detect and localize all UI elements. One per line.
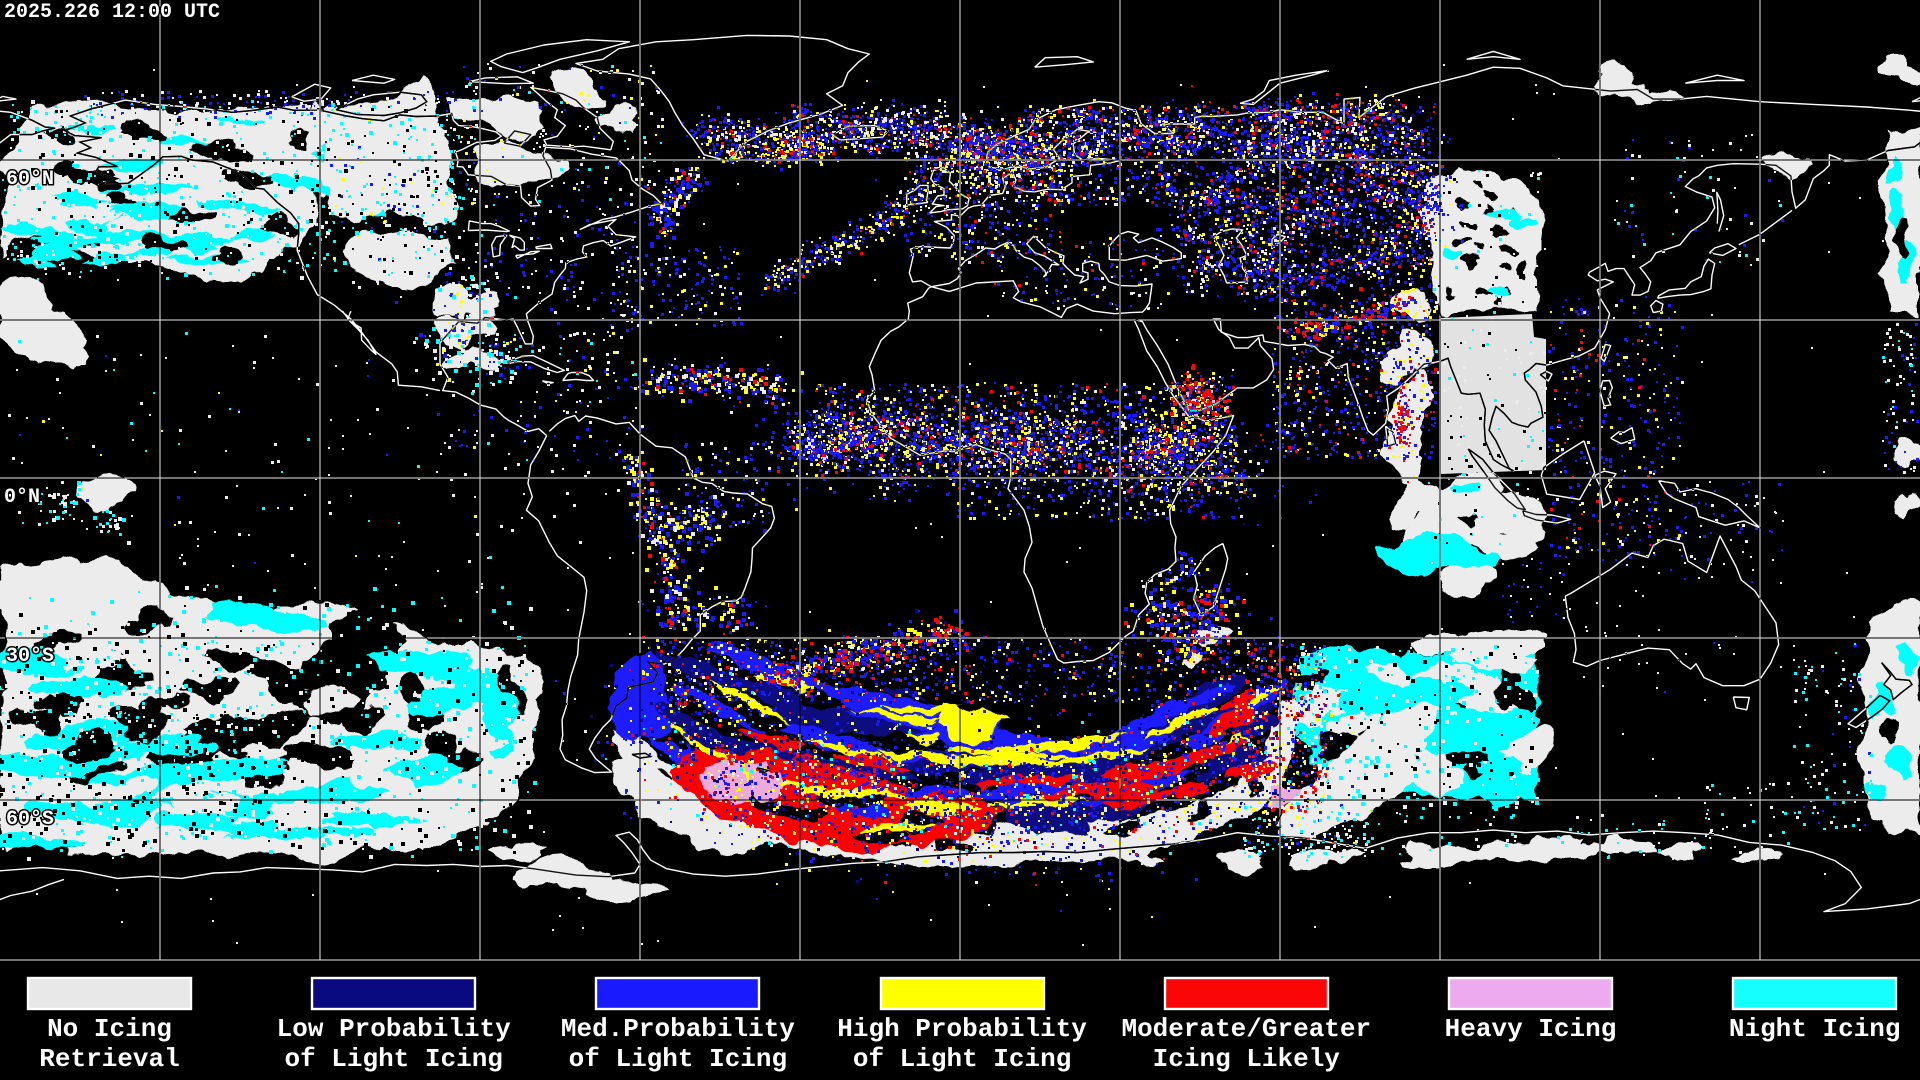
svg-text:0°N: 0°N [4, 486, 40, 509]
svg-text:30°S: 30°S [6, 645, 54, 668]
svg-text:of Light Icing: of Light Icing [569, 1044, 787, 1074]
svg-text:of Light Icing: of Light Icing [284, 1044, 502, 1074]
svg-text:Heavy Icing: Heavy Icing [1445, 1014, 1617, 1044]
svg-text:Retrieval: Retrieval [39, 1044, 179, 1074]
svg-text:60°N: 60°N [6, 168, 54, 191]
svg-text:Med.Probability: Med.Probability [561, 1014, 795, 1044]
svg-text:No Icing: No Icing [47, 1014, 172, 1044]
svg-text:2025.226 12:00 UTC: 2025.226 12:00 UTC [4, 1, 220, 24]
svg-text:of Light Icing: of Light Icing [853, 1044, 1071, 1074]
svg-text:Night Icing: Night Icing [1729, 1014, 1901, 1044]
svg-text:Icing Likely: Icing Likely [1153, 1044, 1341, 1074]
svg-text:Moderate/Greater: Moderate/Greater [1121, 1014, 1371, 1044]
svg-text:60°S: 60°S [6, 808, 54, 831]
svg-text:High Probability: High Probability [837, 1014, 1087, 1044]
svg-text:Low Probability: Low Probability [277, 1014, 511, 1044]
